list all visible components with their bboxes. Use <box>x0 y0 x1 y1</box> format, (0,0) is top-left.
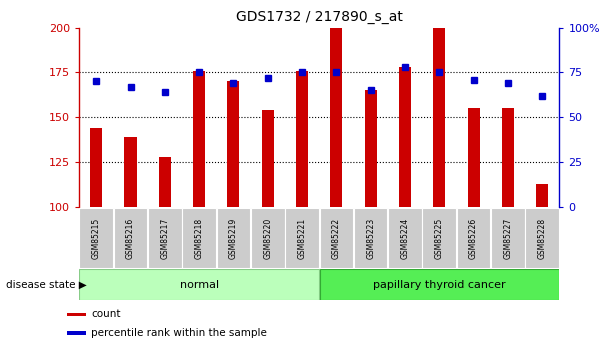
Bar <box>159 157 171 207</box>
Text: normal: normal <box>179 280 219 289</box>
Bar <box>193 71 205 207</box>
Text: GSM85218: GSM85218 <box>195 217 204 259</box>
Bar <box>365 90 377 207</box>
Text: GSM85223: GSM85223 <box>366 217 375 259</box>
Text: GSM85219: GSM85219 <box>229 217 238 259</box>
Text: GSM85216: GSM85216 <box>126 217 135 259</box>
FancyBboxPatch shape <box>182 208 216 268</box>
FancyBboxPatch shape <box>388 208 422 268</box>
Text: percentile rank within the sample: percentile rank within the sample <box>91 328 267 338</box>
Bar <box>399 67 411 207</box>
FancyBboxPatch shape <box>457 208 491 268</box>
FancyBboxPatch shape <box>320 269 559 300</box>
FancyBboxPatch shape <box>525 208 559 268</box>
Text: count: count <box>91 309 121 319</box>
Title: GDS1732 / 217890_s_at: GDS1732 / 217890_s_at <box>236 10 402 24</box>
Text: GSM85221: GSM85221 <box>297 217 306 259</box>
Text: GSM85217: GSM85217 <box>161 217 169 259</box>
Text: GSM85215: GSM85215 <box>92 217 101 259</box>
Text: GSM85228: GSM85228 <box>537 217 547 259</box>
Bar <box>330 28 342 207</box>
Bar <box>125 137 137 207</box>
Bar <box>67 331 86 335</box>
FancyBboxPatch shape <box>216 208 250 268</box>
Bar <box>90 128 102 207</box>
FancyBboxPatch shape <box>251 208 285 268</box>
Bar <box>502 108 514 207</box>
FancyBboxPatch shape <box>285 208 319 268</box>
Bar <box>434 28 445 207</box>
Text: GSM85227: GSM85227 <box>503 217 513 259</box>
FancyBboxPatch shape <box>114 208 147 268</box>
FancyBboxPatch shape <box>491 208 525 268</box>
Bar <box>261 110 274 207</box>
Text: GSM85225: GSM85225 <box>435 217 444 259</box>
FancyBboxPatch shape <box>80 208 113 268</box>
FancyBboxPatch shape <box>320 208 353 268</box>
Bar <box>536 184 548 207</box>
FancyBboxPatch shape <box>354 208 387 268</box>
Bar <box>296 71 308 207</box>
Bar <box>468 108 480 207</box>
FancyBboxPatch shape <box>148 208 182 268</box>
Text: GSM85224: GSM85224 <box>401 217 409 259</box>
Bar <box>67 313 86 316</box>
FancyBboxPatch shape <box>80 269 319 300</box>
Text: disease state ▶: disease state ▶ <box>6 280 87 289</box>
Bar <box>227 81 240 207</box>
Text: papillary thyroid cancer: papillary thyroid cancer <box>373 280 506 289</box>
Text: GSM85220: GSM85220 <box>263 217 272 259</box>
FancyBboxPatch shape <box>423 208 456 268</box>
Text: GSM85226: GSM85226 <box>469 217 478 259</box>
Text: GSM85222: GSM85222 <box>332 217 341 259</box>
